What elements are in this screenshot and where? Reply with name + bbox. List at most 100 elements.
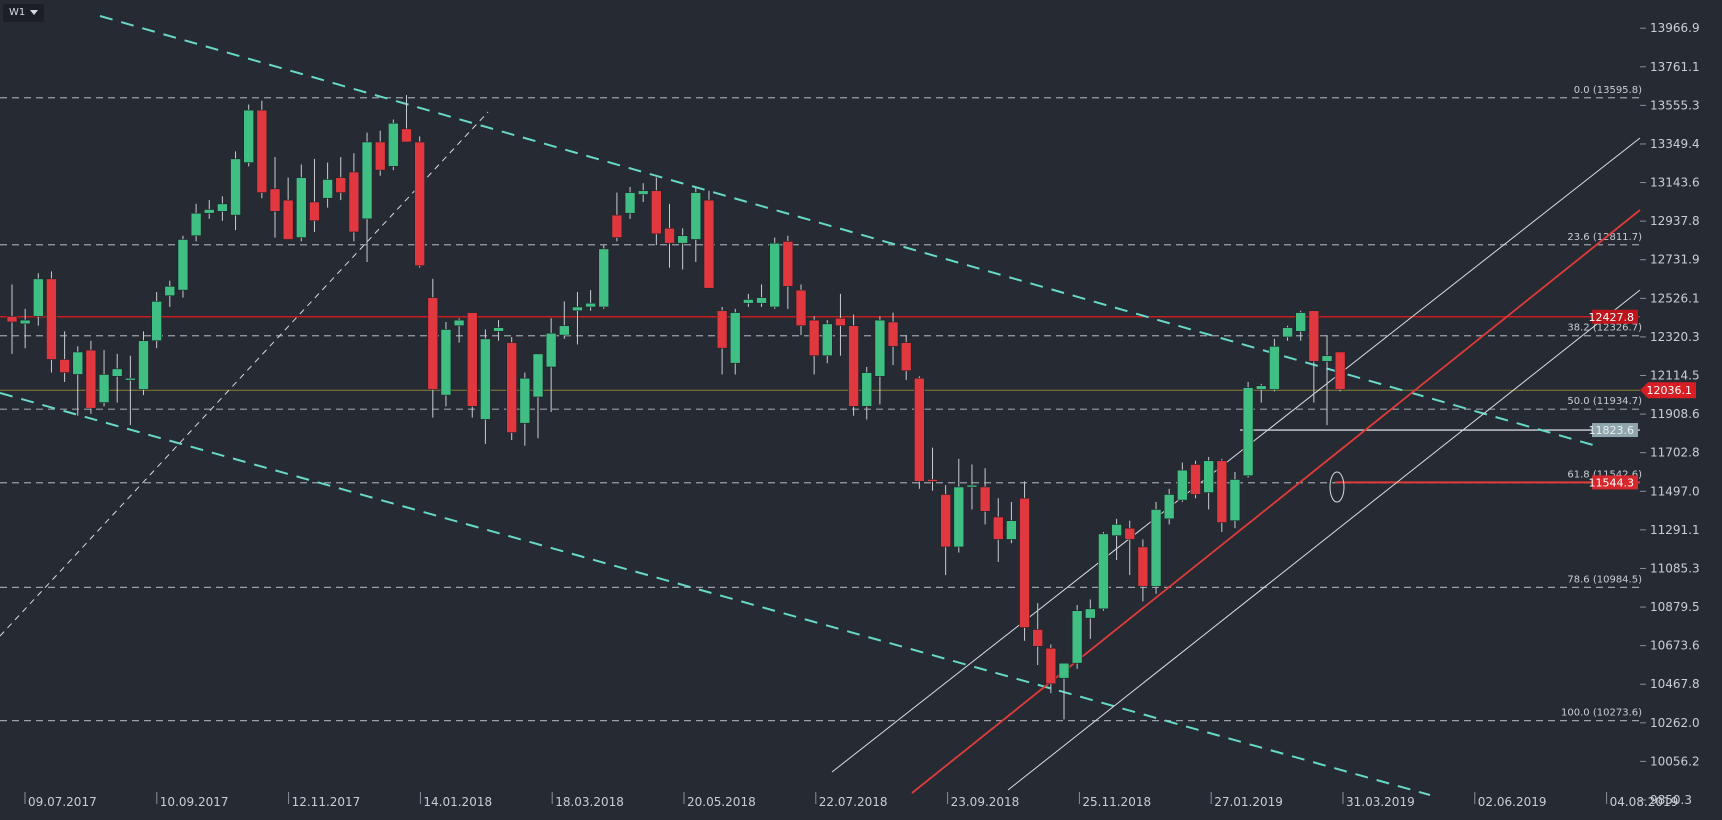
candle [1032, 603, 1043, 666]
candle [322, 162, 333, 208]
candle-body [59, 359, 70, 373]
candle-body [992, 516, 1004, 540]
x-tick-label-6: 22.07.2018 [819, 795, 888, 809]
candle [493, 320, 504, 341]
candle-body [322, 179, 333, 199]
candle [795, 284, 807, 336]
y-tick-label-2: 13555.3 [1650, 98, 1700, 112]
candle-body [769, 242, 781, 308]
candle-body [624, 192, 636, 214]
candle [190, 203, 202, 242]
y-tick-label-3: 13349.4 [1650, 137, 1700, 151]
candle-body [1229, 479, 1241, 522]
candle [927, 447, 938, 491]
candle-body [1045, 647, 1057, 685]
candle [1216, 458, 1228, 532]
candle-body [572, 306, 583, 312]
candle [558, 301, 570, 339]
y-tick-label-5: 12937.8 [1650, 214, 1700, 228]
candle [1071, 605, 1083, 669]
candle-body [664, 227, 675, 244]
candle [703, 190, 715, 289]
pattern-ellipse [1329, 471, 1345, 503]
y-tick-label-9: 12114.5 [1650, 368, 1700, 382]
candle [1085, 599, 1096, 639]
candle-body [1242, 387, 1254, 477]
candle-body [1098, 533, 1109, 610]
candle-body [6, 316, 18, 323]
candle [848, 314, 859, 416]
candle [59, 331, 70, 382]
candle [1269, 338, 1280, 392]
candle [861, 366, 873, 420]
candle [1124, 520, 1136, 576]
candle-body [979, 486, 991, 512]
candle [1229, 471, 1241, 529]
candle-body [256, 109, 268, 193]
candle-body [835, 317, 846, 327]
candle-body [427, 297, 439, 390]
candle [1045, 644, 1057, 694]
candle-body [1269, 346, 1280, 390]
fib-label-5: 78.6 (10984.5) [1567, 574, 1642, 585]
candle [545, 318, 557, 412]
candle-body [348, 171, 360, 233]
timeframe-label: W1 [9, 7, 26, 18]
candle-body [545, 332, 557, 368]
support-tag-1-text: 11823.6 [1589, 424, 1635, 437]
candle-body [177, 239, 189, 291]
candle-body [703, 199, 715, 289]
candle-body [795, 289, 807, 327]
candle [716, 306, 728, 375]
candle [821, 320, 833, 364]
support-tag-1: 11823.6 [1589, 423, 1638, 438]
candle [782, 235, 794, 309]
y-tick-label-15: 10879.5 [1650, 600, 1700, 614]
candle [1190, 460, 1201, 499]
candle-body [46, 278, 57, 360]
fib-label-4: 61.8 (11542.6) [1567, 470, 1642, 481]
candle [1255, 383, 1267, 403]
candle-body [808, 319, 820, 357]
y-tick-label-8: 12320.3 [1650, 330, 1700, 344]
candle [677, 228, 688, 270]
price-axis[interactable]: 13966.9 13761.1 13555.3 13349.4 13143.6 12937… [1640, 21, 1700, 807]
candle-body [848, 325, 859, 407]
candle [32, 273, 44, 326]
price-tags: 12427.8 12036.1 11823.6 11544.3 [1589, 309, 1696, 490]
candle-body [440, 329, 452, 396]
candle-body [1216, 460, 1228, 523]
x-tick-label-8: 25.11.2018 [1082, 795, 1151, 809]
candle [1137, 539, 1149, 602]
candle-body [1177, 469, 1188, 501]
candle [966, 464, 978, 510]
y-tick-label-14: 11085.3 [1650, 561, 1700, 575]
candle [1177, 462, 1188, 502]
time-axis[interactable]: 09.07.2017 10.09.2017 12.11.2017 14.01.2018… [24, 792, 1678, 809]
candle [769, 237, 781, 309]
candle-body [1295, 312, 1306, 332]
candle-body [1190, 464, 1201, 495]
candle-body [164, 286, 176, 297]
candle [637, 183, 649, 202]
current-price-tag: 12036.1 [1640, 382, 1696, 399]
candle [1058, 662, 1070, 720]
candle-body [1032, 629, 1043, 647]
candle [309, 158, 320, 232]
candle [243, 104, 254, 167]
candle-body [782, 241, 794, 287]
current-price-tag-bg [1640, 382, 1696, 399]
candle-body [1124, 527, 1136, 540]
candle [572, 291, 583, 345]
y-tick-label-1: 13761.1 [1650, 60, 1700, 74]
candle [388, 119, 399, 171]
candle [900, 335, 912, 381]
candle-body [940, 494, 951, 548]
candle [624, 186, 636, 219]
timeframe-selector[interactable]: W1 [3, 4, 45, 22]
y-tick-label-18: 10262.0 [1650, 716, 1700, 730]
y-tick-label-17: 10467.8 [1650, 677, 1700, 691]
candle [1163, 488, 1175, 525]
candle-body [1137, 546, 1149, 587]
